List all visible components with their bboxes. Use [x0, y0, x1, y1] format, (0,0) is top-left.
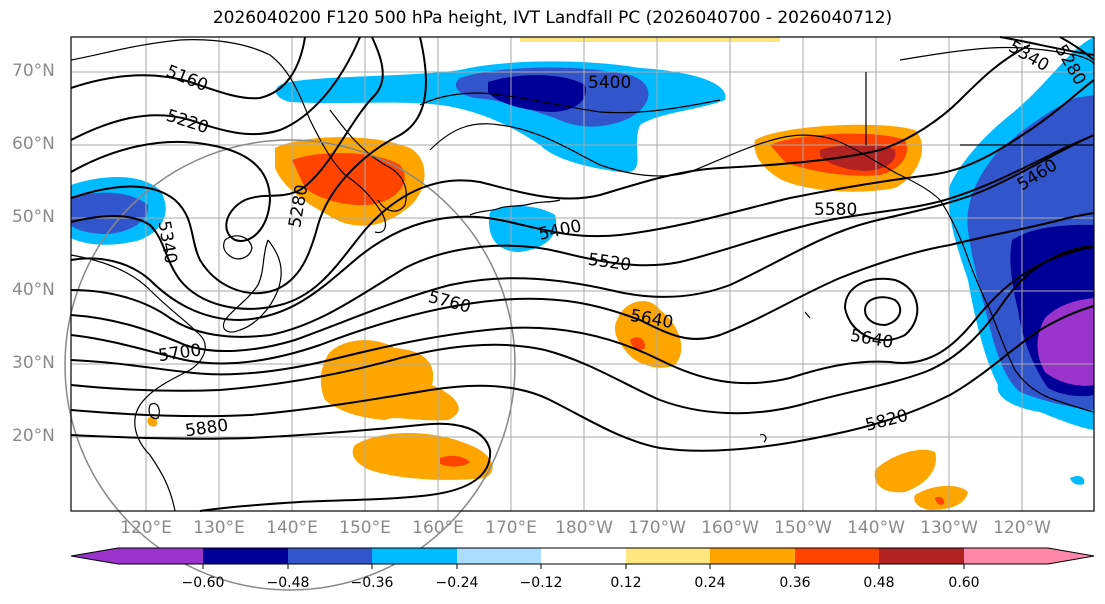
ivt-negative-patch-aleutian	[489, 205, 557, 252]
ivt-positive-core-midpacific	[630, 337, 646, 350]
coast-alaska	[429, 123, 941, 201]
longitude-label: 160°E	[412, 518, 464, 538]
longitude-label: 180°W	[555, 518, 613, 538]
coast-alaska-north	[419, 92, 721, 114]
contour-5460	[70, 79, 1095, 322]
contour-label: 5400	[588, 73, 631, 93]
contour-5160	[70, 36, 306, 100]
ivt-negative-dot-a	[1070, 476, 1085, 485]
coast-asia-north	[70, 39, 387, 234]
colorbar-tick-label: 0.36	[779, 575, 811, 591]
colorbar-segment	[457, 548, 541, 564]
coast-korea-china	[70, 254, 206, 512]
contour-5400-west	[70, 44, 1031, 310]
longitude-label: 150°E	[339, 518, 391, 538]
colorbar	[70, 547, 1095, 569]
longitude-label: 160°W	[701, 518, 759, 538]
contour-5340-east	[999, 36, 1095, 56]
height-contours	[70, 36, 1095, 512]
ivt-positive-patch-subtropic-b	[352, 432, 493, 480]
colorbar-segment	[1048, 548, 1094, 564]
coast-kamchatka	[329, 109, 407, 212]
longitude-label: 170°W	[628, 518, 686, 538]
coast-aleutians	[469, 199, 561, 216]
longitude-label: 140°W	[847, 518, 905, 538]
contour-5880	[70, 422, 492, 512]
colorbar-segment	[118, 548, 203, 564]
longitude-label: 130°W	[920, 518, 978, 538]
colorbar-segment	[541, 548, 626, 564]
longitude-label: 140°E	[266, 518, 318, 538]
ivt-positive-patch-subtropic-a	[320, 340, 459, 421]
coast-hawaii	[759, 311, 811, 443]
colorbar-segment	[710, 548, 795, 564]
contour-5820	[70, 305, 1095, 452]
colorbar-tick-label: −0.48	[266, 575, 310, 591]
coast-sakhalin	[223, 235, 253, 260]
longitude-label: 120°E	[120, 518, 172, 538]
coast-japan	[222, 239, 282, 333]
colorbar-tick-label: −0.24	[435, 575, 479, 591]
colorbar-tick-label: 0.12	[610, 575, 642, 591]
colorbar-segment	[879, 548, 964, 564]
contour-5700	[70, 246, 1095, 385]
ivt-positive-core-japan-north	[292, 153, 405, 206]
latitude-label: 40°N	[12, 280, 55, 300]
latitude-label: 70°N	[12, 61, 55, 81]
colorbar-segment	[203, 548, 288, 564]
ivt-negative-core-west	[71, 192, 149, 234]
colorbar-segment	[288, 548, 372, 564]
colorbar-tick-label: −0.60	[181, 575, 225, 591]
colorbar-segment	[71, 548, 118, 564]
contour-5340	[70, 36, 427, 295]
longitude-label: 120°W	[993, 518, 1051, 538]
colorbar-tick-label: −0.36	[350, 575, 394, 591]
map-title: 2026040200 F120 500 hPa height, IVT Land…	[212, 8, 893, 28]
colorbar-tick-label: 0.48	[863, 575, 895, 591]
colorbar-tick-label: −0.12	[519, 575, 563, 591]
contour-5580	[70, 134, 1095, 352]
contour-5220	[70, 36, 361, 141]
latitude-label: 50°N	[12, 207, 55, 227]
graticule	[71, 37, 1094, 511]
latitude-label: 60°N	[12, 134, 55, 154]
colorbar-tick-label: 0.24	[694, 575, 726, 591]
longitude-label: 170°E	[485, 518, 537, 538]
contour-5640-main	[70, 212, 1095, 365]
range-circle	[64, 139, 516, 591]
latitude-label: 20°N	[12, 426, 55, 446]
colorbar-segment	[964, 548, 1048, 564]
colorbar-segment	[795, 548, 879, 564]
contour-5760	[70, 245, 1095, 415]
colorbar-outline	[70, 547, 1095, 565]
coast-canada	[939, 199, 1095, 413]
contour-5640-closed	[843, 277, 919, 342]
ivt-positive-core-subtropic-b	[440, 455, 470, 467]
map-frame	[70, 36, 1095, 512]
contour-5640-inner	[863, 296, 902, 327]
coast-taiwan	[148, 402, 160, 419]
ivt-positive-patch-southeast-a	[874, 449, 936, 493]
colorbar-segment	[626, 548, 710, 564]
contour-5520	[70, 134, 1095, 338]
latitude-label: 30°N	[12, 353, 55, 373]
longitude-label: 150°W	[774, 518, 832, 538]
colorbar-tick-label: 0.60	[948, 575, 980, 591]
colorbar-segment	[372, 548, 457, 564]
ivt-positive-patch-top	[520, 37, 780, 42]
contour-label: 5580	[814, 200, 857, 220]
longitude-label: 130°E	[193, 518, 245, 538]
contour-5280	[70, 36, 384, 242]
ivt-positive-dot-taiwan	[147, 416, 158, 427]
contour-5280-east	[1059, 36, 1095, 61]
ivt-negative-max-arctic	[488, 75, 586, 112]
ivt-positive-core-southeast-b	[935, 496, 945, 505]
coastlines	[70, 39, 1095, 512]
